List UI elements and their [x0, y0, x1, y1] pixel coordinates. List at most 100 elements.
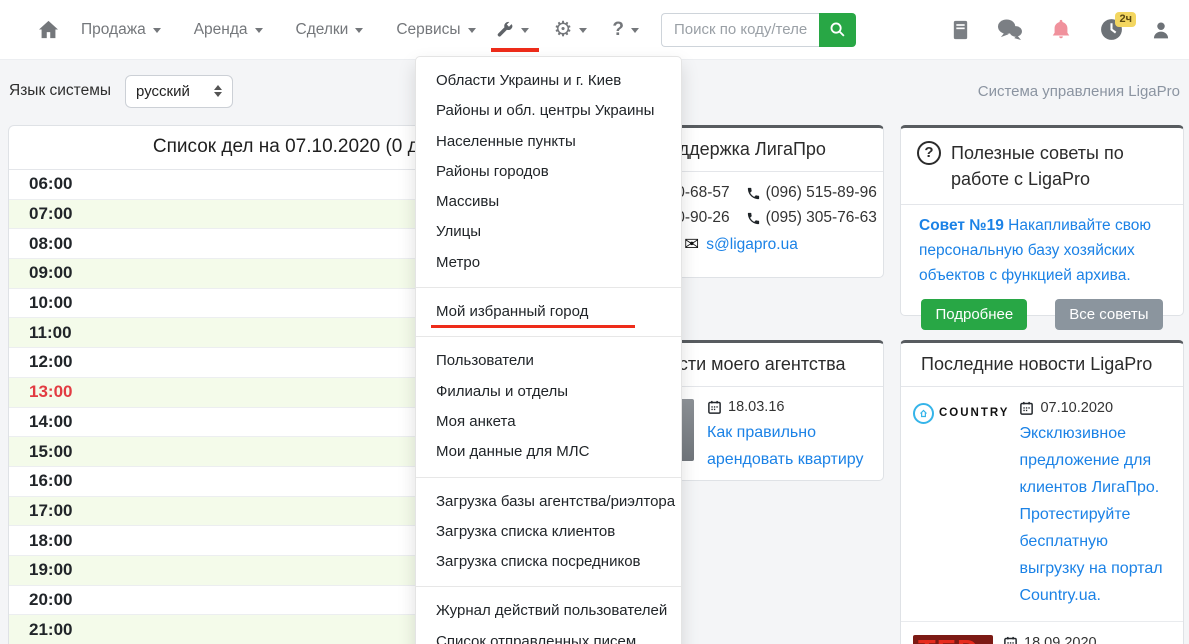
messages-button[interactable]: [996, 18, 1023, 41]
menu-item[interactable]: Области Украины и г. Киев: [436, 72, 622, 89]
menu-item[interactable]: Список отправленных писем: [436, 632, 637, 644]
timer-badge: 2ч: [1115, 12, 1136, 27]
nav-rent[interactable]: Аренда: [194, 21, 263, 39]
caret-down-icon: [579, 28, 588, 33]
menu-divider: [416, 476, 681, 478]
menu-item[interactable]: Загрузка списка посредников: [436, 553, 641, 571]
journal-icon: [953, 20, 968, 39]
menu-divider: [416, 287, 681, 289]
support-email-link[interactable]: s@ligapro.ua: [706, 235, 798, 253]
caret-down-icon: [355, 28, 364, 33]
wrench-icon: [497, 21, 512, 37]
menu-item[interactable]: Загрузка списка клиентов: [436, 522, 616, 540]
country-logo[interactable]: COUNTRY: [913, 402, 1009, 424]
menu-item[interactable]: Загрузка базы агентства/риэлтора: [436, 492, 676, 510]
search-input[interactable]: [661, 12, 819, 47]
select-arrows-icon: [214, 85, 223, 97]
tip-number: Совет №19: [919, 217, 1004, 234]
news-item: TED 3 упражнения КАК СТАТЬ УВЕРЕНЕЕ 18.0…: [901, 621, 1183, 644]
details-button[interactable]: Подробнее: [921, 299, 1028, 330]
time-label: 12:00: [29, 352, 73, 372]
caret-down-icon: [254, 28, 263, 33]
menu-item[interactable]: Населенные пункты: [436, 132, 576, 150]
schedule-row[interactable]: 08:00: [9, 229, 590, 260]
timer-button[interactable]: 2ч: [1099, 12, 1136, 42]
notifications-button[interactable]: [1050, 18, 1072, 42]
menu-item[interactable]: Метро: [436, 253, 481, 271]
settings-menu-button[interactable]: ⚙: [554, 19, 588, 40]
email-row: ✉ s@ligapro.ua: [609, 234, 873, 255]
schedule-row[interactable]: 18:00: [9, 526, 590, 556]
menu-item[interactable]: Моя анкета: [436, 412, 516, 430]
menu-item[interactable]: Улицы: [436, 223, 482, 241]
all-tips-button[interactable]: Все советы: [1055, 299, 1163, 330]
time-label: 14:00: [29, 411, 73, 431]
menu-divider: [416, 336, 681, 338]
news-link[interactable]: Эксклюзивное предложение для клиентов Ли…: [1019, 425, 1163, 604]
time-label: 13:00: [29, 382, 73, 402]
menu-item[interactable]: Мои данные для МЛС: [436, 443, 590, 461]
time-label: 19:00: [29, 560, 73, 580]
main-nav: Продажа Аренда Сделки Сервисы: [81, 21, 476, 39]
time-label: 06:00: [29, 174, 73, 194]
tip-text: Накапливайте свою персональную базу хозя…: [919, 217, 1152, 284]
menu-item[interactable]: Журнал действий пользователей: [436, 602, 668, 620]
news-title: Последние новости LigaPro: [901, 343, 1183, 387]
nav-services[interactable]: Сервисы: [396, 21, 476, 39]
time-label: 07:00: [29, 204, 73, 224]
phone-icon: [747, 212, 759, 224]
chat-icon: [998, 19, 1022, 41]
ted-logo-text: TED: [918, 635, 979, 644]
menu-item[interactable]: Районы и обл. центры Украины: [436, 102, 655, 120]
language-select[interactable]: русский: [125, 74, 234, 108]
schedule-row[interactable]: 12:00: [9, 348, 590, 378]
phone-icon: [747, 187, 759, 199]
schedule-row[interactable]: 16:00: [9, 467, 590, 497]
schedule-row[interactable]: 14:00: [9, 408, 590, 438]
time-label: 08:00: [29, 233, 73, 253]
question-circle-icon: ?: [917, 141, 941, 165]
menu-item[interactable]: Пользователи: [436, 352, 534, 370]
help-menu-button[interactable]: ?: [612, 19, 639, 41]
agency-news-title: Новости моего агентства: [599, 343, 883, 387]
schedule-row[interactable]: 20:00: [9, 586, 590, 616]
caret-down-icon: [152, 28, 161, 33]
time-label: 18:00: [29, 530, 73, 550]
news-link[interactable]: Как правильно арендовать квартиру: [707, 424, 864, 468]
search-form: [661, 12, 856, 47]
menu-item[interactable]: Массивы: [436, 193, 500, 211]
time-label: 10:00: [29, 293, 73, 313]
system-title: Система управления LigaPro: [977, 82, 1180, 100]
time-label: 15:00: [29, 441, 73, 461]
toolbar-icons: ⚙ ?: [490, 19, 639, 52]
tips-title: Полезные советы по работе с LigaPro: [951, 143, 1124, 189]
top-navbar: Продажа Аренда Сделки Сервисы ⚙ ?: [0, 0, 1189, 60]
person-icon: [1153, 22, 1169, 38]
country-logo-text: COUNTRY: [939, 407, 1010, 419]
nav-sale[interactable]: Продажа: [81, 21, 161, 39]
envelope-icon: ✉: [684, 234, 700, 255]
time-label: 09:00: [29, 263, 73, 283]
calendar-icon: [1020, 401, 1034, 415]
support-title: Поддержка ЛигаПро: [599, 128, 883, 172]
tools-menu-button[interactable]: [490, 21, 539, 52]
language-label: Язык системы: [9, 82, 112, 99]
language-value: русский: [136, 82, 190, 100]
nav-deals[interactable]: Сделки: [296, 21, 364, 39]
schedule-row[interactable]: 10:00: [9, 289, 590, 319]
menu-item[interactable]: Мой избранный город: [416, 297, 681, 329]
gear-icon: ⚙: [553, 17, 573, 41]
home-button[interactable]: [38, 20, 59, 39]
news-date: 07.10.2020: [1040, 400, 1114, 416]
time-label: 21:00: [29, 619, 73, 639]
ted-thumbnail[interactable]: TED 3 упражнения КАК СТАТЬ УВЕРЕНЕЕ: [913, 635, 993, 644]
news-date: 18.03.16: [728, 399, 785, 415]
journal-button[interactable]: [952, 20, 969, 40]
schedule-row[interactable]: 06:00: [9, 170, 590, 200]
profile-button[interactable]: [1151, 19, 1171, 41]
time-label: 11:00: [29, 322, 72, 342]
menu-item[interactable]: Филиалы и отделы: [436, 382, 569, 400]
search-button[interactable]: [819, 12, 856, 47]
menu-item[interactable]: Районы городов: [436, 162, 549, 180]
news-date: 18.09.2020: [1024, 635, 1097, 644]
